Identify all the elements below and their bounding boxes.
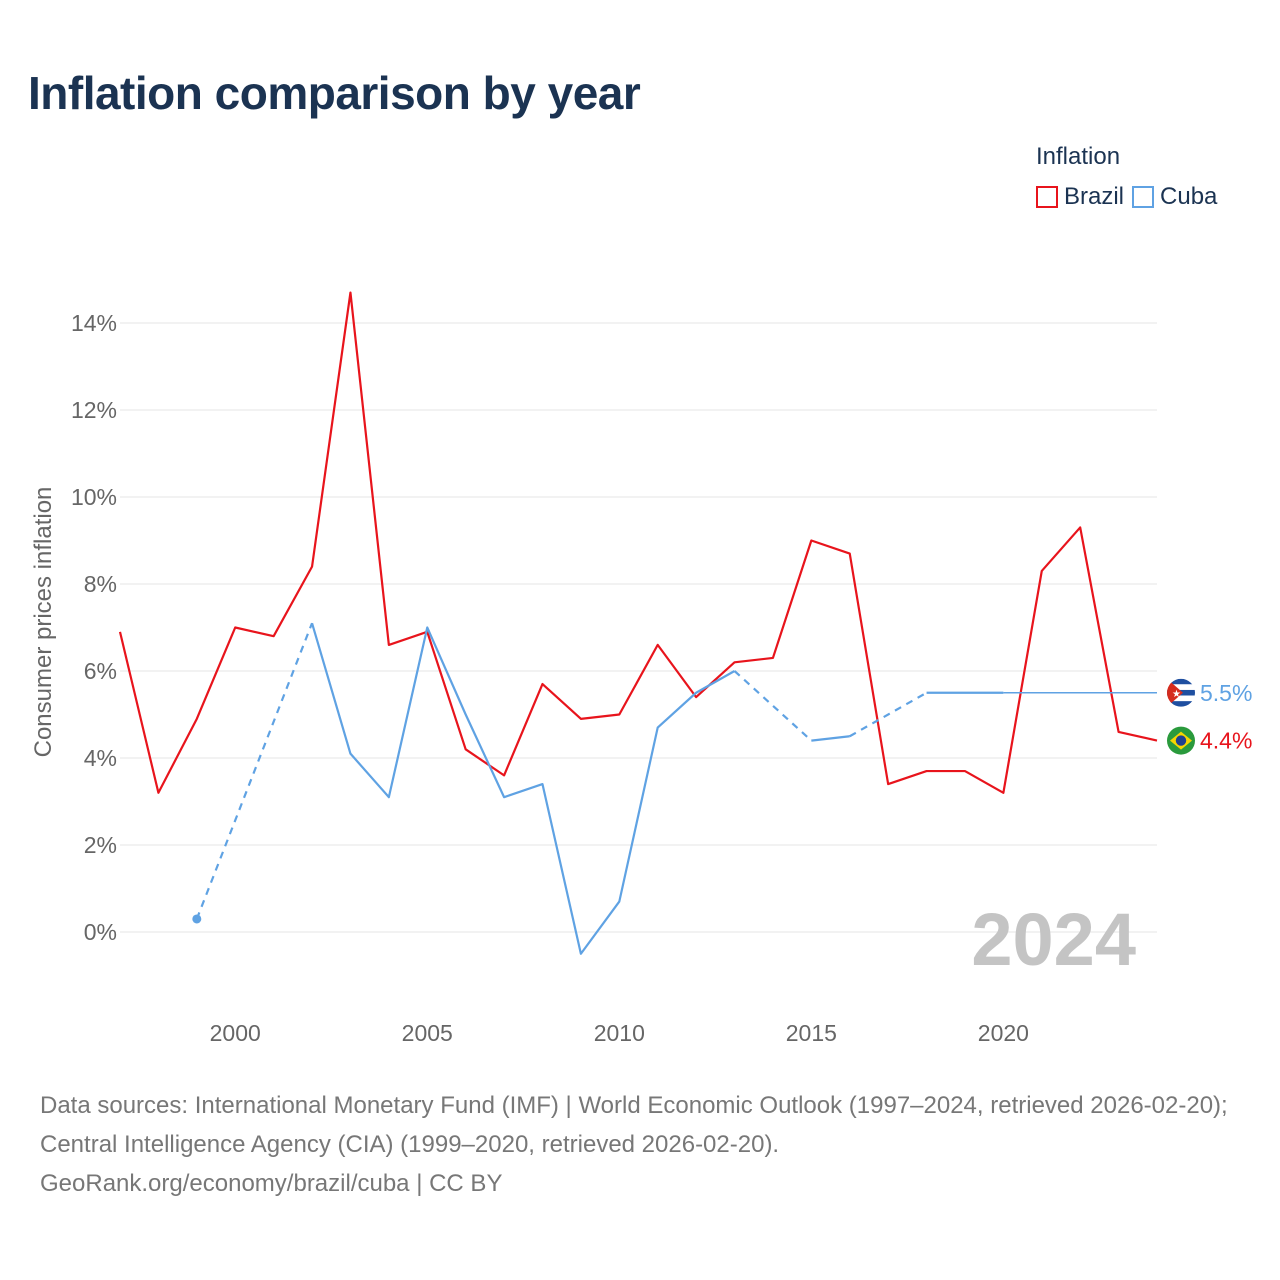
brazil-line-0 (118, 291, 1158, 794)
y-axis-ticks: 0% 2% 4% 6% 8% 10% 12% 14% (71, 310, 117, 945)
y-tick-label-4: 8% (84, 571, 117, 597)
legend-title: Inflation (1036, 143, 1121, 170)
y-tick-label-2: 4% (84, 745, 117, 771)
cuba-flag-icon: ★ (1167, 678, 1195, 707)
legend-item-brazil[interactable]: Brazil (1036, 183, 1124, 211)
data-sources: Data sources: International Monetary Fun… (40, 1092, 1228, 1158)
legend-item-cuba[interactable]: Cuba (1132, 183, 1217, 211)
end-labels: 4.4% ★ 5.5% (1167, 678, 1252, 755)
line-chart: 0% 2% 4% 6% 8% 10% 12% 14% 2000 2005 2010 2015 2020… (30, 291, 1252, 1046)
series-lines (118, 291, 1158, 955)
year-watermark: 2024 (971, 898, 1136, 981)
brazil-end-label: 4.4% (1200, 728, 1252, 754)
y-tick-label-6: 12% (71, 397, 117, 423)
brazil-flag-icon (1167, 726, 1195, 755)
cuba-dashed-segment-15 (849, 691, 928, 738)
x-tick-label-4: 2020 (978, 1020, 1029, 1046)
y-tick-label-1: 2% (84, 832, 117, 858)
legend-label-brazil: Brazil (1064, 183, 1125, 210)
footer: Data sources: International Monetary Fun… (40, 1086, 1250, 1203)
y-tick-label-7: 14% (71, 310, 117, 336)
credit-link[interactable]: GeoRank.org/economy/brazil/cuba | CC BY (40, 1170, 503, 1197)
x-tick-label-2: 2010 (594, 1020, 645, 1046)
legend-label-cuba: Cuba (1160, 183, 1218, 210)
cuba-dashed-segment-13 (733, 670, 813, 742)
gridlines (120, 322, 1157, 933)
y-tick-label-0: 0% (84, 919, 117, 945)
x-tick-label-1: 2005 (402, 1020, 453, 1046)
cuba-end-label: 5.5% (1200, 680, 1252, 706)
y-tick-label-3: 6% (84, 658, 117, 684)
y-tick-label-5: 10% (71, 484, 117, 510)
legend-swatch-brazil (1036, 186, 1058, 208)
cuba-line-1 (310, 622, 736, 955)
cuba-line-2 (811, 735, 850, 742)
cuba-start-point (192, 914, 202, 924)
legend: Inflation Brazil Cuba (1036, 143, 1225, 211)
x-tick-label-3: 2015 (786, 1020, 837, 1046)
chart-title: Inflation comparison by year (28, 67, 641, 119)
y-axis-label: Consumer prices inflation (30, 487, 57, 758)
svg-text:★: ★ (1172, 689, 1181, 700)
cuba-dashed-segment-1 (195, 622, 314, 920)
legend-swatch-cuba (1132, 186, 1155, 208)
x-tick-label-0: 2000 (210, 1020, 261, 1046)
x-axis-ticks: 2000 2005 2010 2015 2020 (210, 1020, 1029, 1046)
